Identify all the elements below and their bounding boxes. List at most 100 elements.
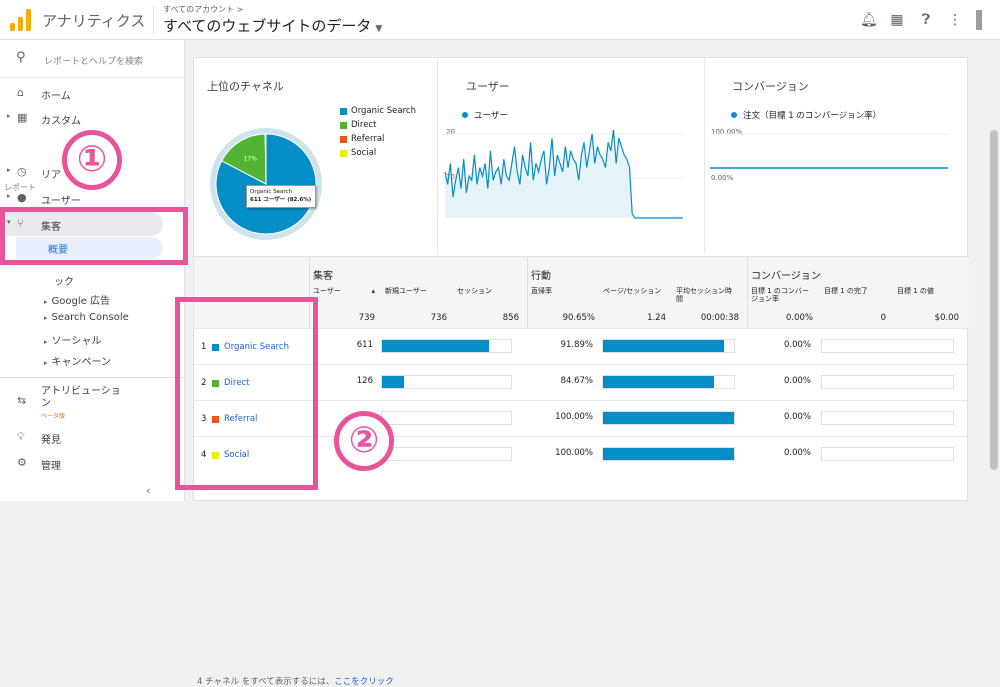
total-goal-completions: 0 bbox=[824, 313, 886, 323]
sort-arrow-icon: ▴ bbox=[371, 287, 375, 295]
column-header-sessions[interactable]: セッション bbox=[457, 287, 519, 295]
total-avg-duration: 00:00:38 bbox=[676, 313, 739, 323]
expand-arrow-icon: ▸ bbox=[7, 166, 11, 174]
cell-bounce-rate: 100.00% bbox=[531, 448, 593, 458]
collapse-sidebar-icon[interactable]: ‹ bbox=[146, 484, 150, 497]
caret-down-icon: ▼ bbox=[375, 24, 382, 34]
legend-label: Direct bbox=[351, 120, 376, 130]
analytics-logo-icon[interactable] bbox=[10, 9, 32, 31]
column-header-goal-value[interactable]: 目標 1 の値 bbox=[897, 287, 959, 295]
cell-goal-conv-rate: 0.00% bbox=[751, 340, 811, 350]
search-bar[interactable]: ⚲ レポートとヘルプを検索 bbox=[0, 40, 185, 78]
users-area-chart[interactable] bbox=[444, 118, 684, 223]
bounce-bar bbox=[603, 340, 724, 352]
sidebar-item-admin[interactable]: ⚙ 管理 bbox=[0, 452, 185, 474]
column-header-pages-per-session[interactable]: ページ/セッション bbox=[603, 287, 665, 295]
conv-bar-track bbox=[821, 411, 954, 425]
scrollbar[interactable] bbox=[990, 130, 998, 470]
group-acquisition: 集客 bbox=[313, 267, 333, 282]
search-placeholder: レポートとヘルプを検索 bbox=[44, 54, 143, 67]
search-icon: ⚲ bbox=[16, 50, 26, 65]
column-header-goal-completions[interactable]: 目標 1 の完了 bbox=[824, 287, 886, 295]
annotation-box-2 bbox=[175, 297, 318, 490]
sidebar-item-custom[interactable]: ▸ ▦ カスタム bbox=[0, 107, 185, 129]
show-all-prefix: 4 チャネル をすべて表示するには、 bbox=[197, 677, 334, 687]
sidebar-item-label: リア bbox=[41, 166, 61, 181]
sidebar-item-social[interactable]: ▸ソーシャル bbox=[44, 332, 101, 347]
pie-data-label: 17% bbox=[244, 155, 258, 162]
apps-icon[interactable]: ▦ bbox=[889, 12, 905, 28]
annotation-number-2: ② bbox=[334, 411, 394, 471]
sidebar-item-discover[interactable]: 💡︎ 発見 bbox=[0, 426, 185, 448]
expand-arrow-icon: ▸ bbox=[44, 359, 48, 367]
sidebar-item-audience[interactable]: ▸ ● ユーザー bbox=[0, 187, 185, 209]
sidebar-item-attribution[interactable]: ⇆ アトリビューション ベータ版 bbox=[0, 384, 185, 418]
cell-bounce-rate: 100.00% bbox=[531, 412, 593, 422]
annotation-box-1 bbox=[0, 207, 188, 265]
more-icon[interactable]: ⋮ bbox=[947, 12, 963, 28]
column-header-users[interactable]: ユーザー ▴ bbox=[313, 287, 375, 295]
users-bar-track bbox=[381, 447, 512, 461]
sidebar-item-label: Search Console bbox=[52, 312, 129, 323]
column-header-avg-duration[interactable]: 平均セッション時間 bbox=[676, 287, 738, 303]
panel-divider bbox=[437, 58, 438, 253]
tooltip-channel: Organic Search bbox=[250, 188, 312, 196]
cell-goal-conv-rate: 0.00% bbox=[751, 448, 811, 458]
show-all-note: 4 チャネル をすべて表示するには、ここをクリック bbox=[197, 675, 394, 687]
tooltip-value: 611 ユーザー (82.6%) bbox=[250, 196, 312, 204]
cell-bounce-rate: 91.89% bbox=[531, 340, 593, 350]
home-icon: ⌂ bbox=[17, 86, 24, 99]
avatar[interactable] bbox=[976, 10, 982, 30]
legend-item: Referral bbox=[340, 134, 416, 144]
users-bar-track bbox=[381, 339, 512, 353]
users-area-fill bbox=[445, 130, 683, 218]
expand-arrow-icon: ▸ bbox=[7, 192, 11, 200]
clock-icon: ◷ bbox=[17, 165, 27, 178]
conversions-line-chart[interactable] bbox=[709, 118, 949, 223]
column-header-bounce-rate[interactable]: 直帰率 bbox=[531, 287, 593, 295]
sidebar-item-label: ソーシャル bbox=[52, 336, 102, 347]
total-users: 739 bbox=[313, 313, 375, 323]
sidebar-item-home[interactable]: ⌂ ホーム bbox=[0, 82, 185, 104]
conv-bar-track bbox=[821, 339, 954, 353]
group-conversion: コンバージョン bbox=[751, 267, 821, 282]
total-goal-conv-rate: 0.00% bbox=[751, 313, 813, 323]
channels-pie-chart[interactable]: 17% bbox=[202, 96, 342, 246]
expand-arrow-icon: ▸ bbox=[7, 112, 11, 120]
total-bounce-rate: 90.65% bbox=[531, 313, 595, 323]
sidebar-item-search-console[interactable]: ▸Search Console bbox=[44, 312, 129, 323]
total-new-users: 736 bbox=[385, 313, 447, 323]
users-bar bbox=[382, 376, 404, 388]
bounce-bar-track bbox=[602, 375, 735, 389]
person-icon: ● bbox=[17, 191, 27, 204]
column-header-new-users[interactable]: 新規ユーザー bbox=[385, 287, 447, 295]
sidebar-divider bbox=[0, 377, 185, 378]
column-header-goal-conv-rate[interactable]: 目標 1 のコンバージョン率 bbox=[751, 287, 813, 303]
bell-icon[interactable]: 🔔︎ bbox=[860, 12, 876, 28]
legend-swatch bbox=[340, 150, 347, 157]
legend-item: Direct bbox=[340, 120, 416, 130]
sidebar-item-label: キャンペーン bbox=[52, 357, 112, 368]
expand-arrow-icon: ▸ bbox=[44, 298, 48, 306]
conv-bar-track bbox=[821, 375, 954, 389]
bounce-bar bbox=[603, 376, 714, 388]
annotation-number-1: ① bbox=[62, 130, 122, 190]
sidebar-item-partial[interactable]: ック bbox=[54, 273, 74, 288]
show-all-link[interactable]: ここをクリック bbox=[334, 677, 394, 687]
legend-item: Social bbox=[340, 148, 416, 158]
panel-divider bbox=[704, 58, 705, 253]
sidebar-item-label: ホーム bbox=[41, 87, 71, 102]
sidebar-item-campaigns[interactable]: ▸ キャンペーン bbox=[44, 353, 111, 368]
cell-users: 611 bbox=[313, 340, 373, 350]
col-divider bbox=[747, 257, 748, 329]
top-bar: アナリティクス すべてのアカウント > すべてのウェブサイトのデータ▼ 🔔︎ ▦… bbox=[0, 0, 1000, 40]
column-header-label: ユーザー bbox=[313, 287, 341, 295]
bounce-bar-track bbox=[602, 411, 735, 425]
users-bar bbox=[382, 340, 489, 352]
sidebar-item-google-ads[interactable]: ▸Google 広告 bbox=[44, 292, 110, 307]
help-icon[interactable]: ❓︎ bbox=[918, 12, 934, 28]
sidebar-item-label: 管理 bbox=[41, 457, 61, 472]
view-selector[interactable]: すべてのウェブサイトのデータ▼ bbox=[163, 15, 382, 36]
breadcrumb[interactable]: すべてのアカウント > bbox=[163, 4, 243, 15]
header-actions: 🔔︎ ▦ ❓︎ ⋮ bbox=[860, 10, 982, 30]
